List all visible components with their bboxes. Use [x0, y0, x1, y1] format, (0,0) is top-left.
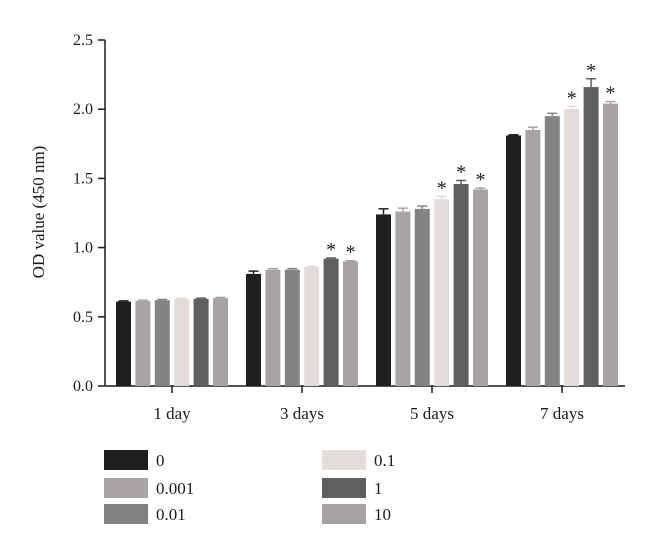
error-bars	[118, 78, 616, 302]
bar	[583, 87, 599, 386]
bar	[414, 208, 430, 386]
bar	[506, 135, 521, 386]
y-tick-label: 0.5	[73, 309, 93, 326]
bar	[343, 261, 358, 386]
significance-asterisk: *	[476, 169, 486, 191]
legend-swatch	[104, 478, 148, 498]
y-tick-label: 1.5	[73, 170, 93, 187]
legend-label: 0	[156, 451, 165, 470]
significance-asterisk: *	[567, 87, 577, 109]
bar	[284, 269, 300, 386]
x-tick-label: 3 days	[280, 404, 324, 423]
significance-asterisk: *	[586, 60, 596, 82]
legend-swatch	[322, 478, 366, 498]
bar	[525, 129, 541, 386]
x-tick-label: 7 days	[540, 404, 584, 423]
y-tick-label: 1.0	[73, 240, 93, 257]
bar	[304, 266, 320, 386]
y-tick-label: 2.5	[73, 32, 93, 49]
legend: 0 0.001 0.01 0.1 1 10	[104, 450, 395, 524]
bar	[116, 301, 131, 386]
significance-asterisk: *	[456, 161, 466, 183]
legend-label: 0.01	[156, 505, 186, 524]
bar	[376, 214, 391, 386]
significance-asterisk: *	[606, 83, 616, 105]
legend-label: 10	[374, 505, 391, 524]
bar	[564, 109, 580, 386]
significance-asterisk: *	[437, 177, 447, 199]
bar	[473, 189, 488, 386]
significance-markers: * * * * * * * *	[326, 60, 615, 264]
legend-swatch	[104, 504, 148, 524]
significance-asterisk: *	[346, 242, 356, 264]
legend-label: 1	[374, 479, 383, 498]
y-tick-label: 2.0	[73, 101, 93, 118]
bar	[603, 103, 618, 386]
bar	[265, 269, 281, 386]
bars	[116, 87, 618, 387]
bar	[246, 273, 261, 386]
y-axis-title: OD value (450 nm)	[29, 146, 48, 279]
bar	[213, 298, 228, 386]
legend-label: 0.1	[374, 451, 395, 470]
legend-swatch	[322, 504, 366, 524]
bar	[154, 300, 170, 386]
bar	[193, 298, 209, 386]
bar	[453, 183, 469, 386]
bar	[434, 199, 450, 386]
x-tick-label: 5 days	[410, 404, 454, 423]
bar	[395, 211, 411, 386]
legend-swatch	[104, 450, 148, 470]
x-tick-label: 1 day	[153, 404, 191, 423]
bar	[135, 300, 151, 386]
x-axis: 1 day 3 days 5 days 7 days	[105, 385, 625, 423]
bar	[323, 258, 339, 386]
y-tick-label: 0.0	[73, 378, 93, 395]
bar	[174, 298, 190, 386]
legend-swatch	[322, 450, 366, 470]
y-axis: 0.0 0.5 1.0 1.5 2.0 2.5	[73, 32, 106, 395]
significance-asterisk: *	[326, 239, 336, 261]
bar	[544, 116, 560, 387]
legend-label: 0.001	[156, 479, 194, 498]
